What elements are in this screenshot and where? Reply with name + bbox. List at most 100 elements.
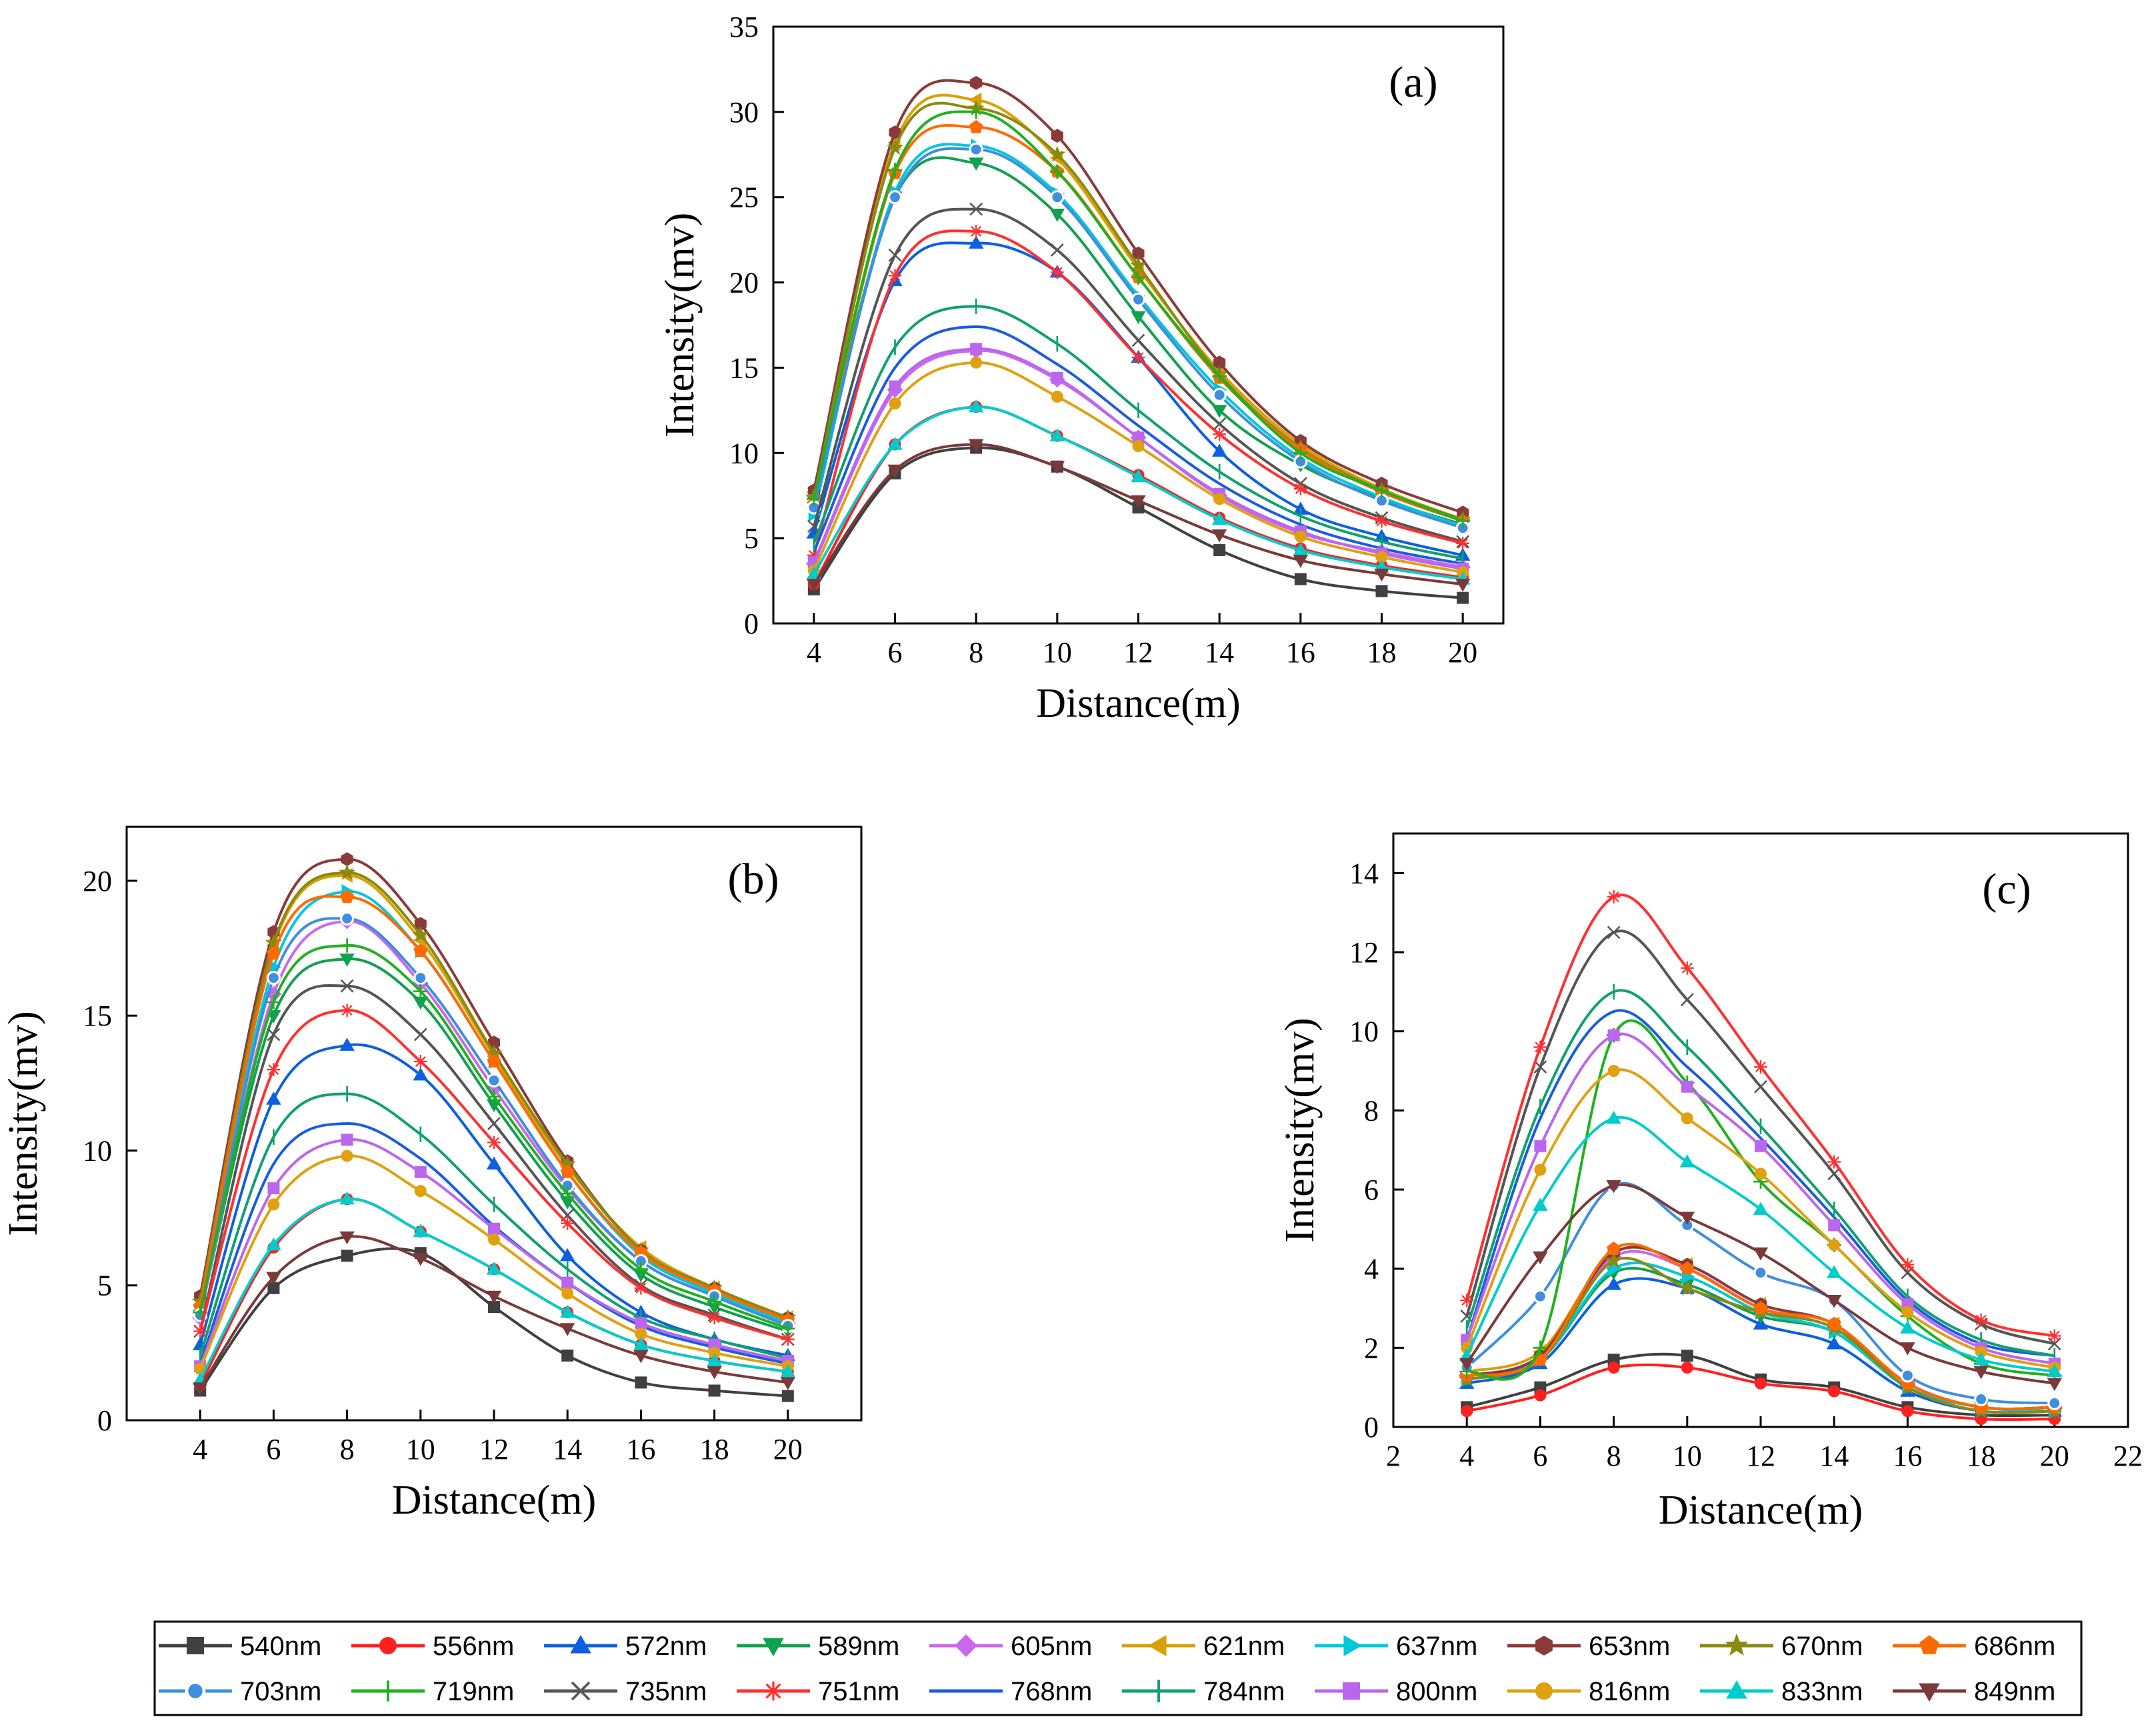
series-line — [812, 93, 1463, 521]
data-point — [1826, 1336, 1842, 1350]
y-tick-label: 12 — [1349, 936, 1379, 969]
data-point — [968, 399, 984, 413]
data-point — [560, 1186, 575, 1201]
legend-label: 572nm — [625, 1632, 707, 1661]
data-point — [635, 1328, 647, 1340]
data-point — [1973, 1366, 1989, 1380]
x-tick-label: 16 — [1893, 1440, 1922, 1472]
data-point — [1681, 1080, 1693, 1093]
data-point — [887, 437, 903, 450]
data-point — [1900, 1342, 1915, 1356]
legend-item-768nm: 768nm — [929, 1677, 1092, 1706]
data-point — [969, 142, 983, 157]
data-point — [1900, 1320, 1915, 1334]
x-axis-label: Distance(m) — [1036, 681, 1240, 726]
data-point — [1901, 1405, 1914, 1418]
data-point — [339, 954, 355, 967]
data-point — [340, 979, 354, 993]
legend-marker — [1726, 1680, 1747, 1699]
data-point — [1049, 428, 1065, 441]
data-point — [1294, 530, 1307, 543]
legend-marker — [1535, 1636, 1553, 1656]
legend-label: 670nm — [1781, 1632, 1863, 1661]
legend-label: 703nm — [240, 1677, 321, 1706]
x-tick-label: 20 — [2040, 1440, 2069, 1472]
data-point — [1049, 209, 1065, 222]
data-point — [708, 1384, 721, 1397]
legend-item-751nm: 751nm — [737, 1677, 899, 1706]
series-849nm — [1459, 1180, 2063, 1392]
plot-frame — [772, 25, 1505, 625]
legend-marker — [1535, 1682, 1553, 1700]
data-point — [559, 1304, 575, 1318]
legend-marker — [187, 1637, 204, 1654]
data-point — [635, 1376, 647, 1389]
series-703nm — [807, 142, 1470, 535]
x-tick-label: 6 — [1533, 1440, 1547, 1472]
data-point — [889, 380, 901, 393]
x-tick-label: 8 — [969, 636, 983, 669]
data-point — [970, 343, 983, 355]
data-point — [1828, 1385, 1841, 1398]
data-point — [1755, 1168, 1767, 1180]
legend-marker — [1343, 1682, 1360, 1700]
legend-item-719nm: 719nm — [351, 1677, 514, 1706]
data-point — [968, 235, 984, 249]
data-point — [781, 1390, 794, 1402]
legend-marker — [1919, 1683, 1940, 1702]
series-556nm — [1461, 1362, 2061, 1426]
data-point — [1605, 1252, 1623, 1268]
legend-label: 751nm — [818, 1677, 899, 1706]
data-point — [1534, 1164, 1547, 1176]
series-line — [1466, 1242, 2055, 1410]
series-line — [812, 101, 1463, 521]
legend-label: 800nm — [1396, 1677, 1477, 1706]
data-point — [1681, 1362, 1693, 1374]
data-point — [708, 1346, 721, 1359]
legend-label: 653nm — [1589, 1632, 1670, 1661]
series-line — [812, 325, 1463, 565]
data-point — [887, 139, 903, 155]
legend-label: 735nm — [625, 1677, 707, 1706]
data-point — [634, 1281, 648, 1295]
x-tick-label: 22 — [2113, 1440, 2143, 1472]
data-point — [1973, 1352, 1989, 1366]
data-point — [1050, 190, 1065, 205]
data-point — [969, 105, 983, 119]
series-751nm — [1460, 890, 2061, 1343]
data-point — [969, 202, 983, 216]
data-point — [1679, 1212, 1695, 1225]
legend-item-572nm: 572nm — [544, 1632, 707, 1661]
data-point — [1211, 443, 1227, 457]
data-point — [487, 1136, 501, 1150]
legend-marker — [1725, 1633, 1749, 1656]
legend-item-653nm: 653nm — [1507, 1632, 1670, 1661]
data-point — [969, 119, 983, 133]
data-point — [1374, 568, 1389, 582]
series-line — [199, 1138, 789, 1367]
y-tick-label: 20 — [83, 865, 112, 898]
data-point — [1294, 573, 1307, 585]
data-point — [1375, 585, 1388, 597]
legend-marker — [1919, 1635, 1939, 1654]
series-735nm — [1460, 926, 2061, 1351]
y-tick-label: 0 — [1364, 1411, 1379, 1444]
legend-label: 719nm — [433, 1677, 514, 1706]
data-point — [266, 946, 281, 960]
series-784nm — [1465, 984, 2056, 1364]
data-point — [1132, 440, 1145, 453]
panel-label: (b) — [728, 855, 779, 904]
legend-label: 605nm — [1011, 1632, 1092, 1661]
x-tick-label: 4 — [1459, 1440, 1474, 1472]
data-point — [2047, 1396, 2062, 1410]
data-point — [806, 579, 822, 592]
series-751nm — [807, 224, 1470, 562]
data-point — [413, 1067, 429, 1081]
legend-item-605nm: 605nm — [929, 1632, 1092, 1661]
data-point — [1211, 511, 1227, 525]
data-point — [559, 1323, 575, 1336]
data-point — [1826, 1294, 1842, 1308]
y-tick-label: 2 — [1364, 1332, 1379, 1364]
data-point — [1975, 1346, 1987, 1358]
